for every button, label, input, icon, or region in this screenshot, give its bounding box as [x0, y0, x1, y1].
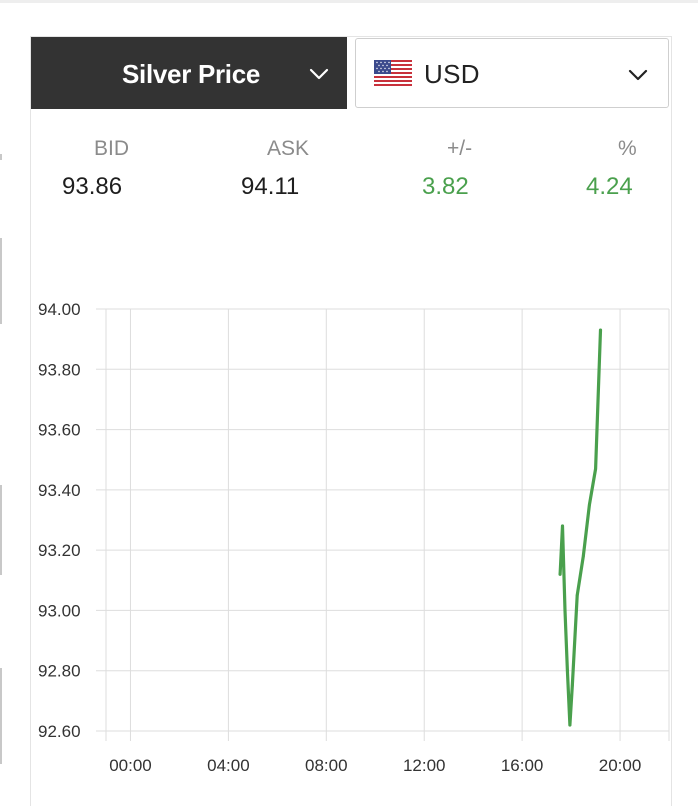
price-data-point — [558, 572, 562, 576]
y-tick-label: 92.60 — [38, 722, 81, 741]
x-tick-label: 12:00 — [403, 756, 446, 775]
page-edge-fragment — [0, 668, 2, 764]
change-header: +/- — [447, 137, 473, 160]
x-tick-label: 00:00 — [109, 756, 152, 775]
page-edge-fragment — [0, 154, 2, 160]
metal-dropdown[interactable]: Silver Price — [31, 37, 347, 109]
currency-dropdown[interactable]: USD — [355, 38, 669, 108]
price-data-point — [568, 723, 572, 727]
page-edge-fragment — [0, 485, 2, 575]
price-data-point — [599, 328, 602, 332]
y-tick-label: 93.00 — [38, 601, 81, 620]
price-data-point — [563, 609, 567, 612]
price-data-point — [588, 503, 591, 507]
price-data-point — [581, 554, 585, 558]
currency-dropdown-label: USD — [424, 59, 480, 89]
metal-dropdown-label: Silver Price — [122, 59, 261, 89]
y-tick-label: 94.00 — [38, 300, 81, 319]
ask-value: 94.11 — [241, 173, 300, 200]
top-border — [0, 0, 698, 3]
change-percent-value: 4.24 — [586, 173, 633, 200]
change-percent-header: % — [618, 137, 637, 160]
price-data-point — [561, 524, 564, 528]
bid-header: BID — [94, 137, 130, 160]
price-data-point — [566, 669, 569, 673]
price-data-point — [575, 593, 579, 597]
y-tick-label: 92.80 — [38, 662, 81, 681]
y-tick-label: 93.40 — [38, 481, 81, 500]
us-flag-icon — [374, 60, 412, 86]
price-data-point — [594, 467, 597, 471]
x-tick-label: 20:00 — [599, 756, 642, 775]
price-widget — [30, 36, 672, 806]
change-value: 3.82 — [422, 173, 469, 200]
x-tick-label: 04:00 — [207, 756, 250, 775]
chevron-down-icon — [628, 69, 648, 81]
y-tick-label: 93.60 — [38, 421, 81, 440]
page-edge-fragment — [0, 238, 2, 324]
price-data-point — [570, 684, 574, 688]
y-tick-label: 93.80 — [38, 360, 81, 379]
x-tick-label: 16:00 — [501, 756, 544, 775]
ask-header: ASK — [267, 137, 310, 160]
x-tick-label: 08:00 — [305, 756, 348, 775]
chevron-down-icon — [309, 68, 329, 80]
y-tick-label: 93.20 — [38, 541, 81, 560]
bid-value: 93.86 — [62, 173, 123, 200]
price-series-line — [558, 328, 603, 727]
